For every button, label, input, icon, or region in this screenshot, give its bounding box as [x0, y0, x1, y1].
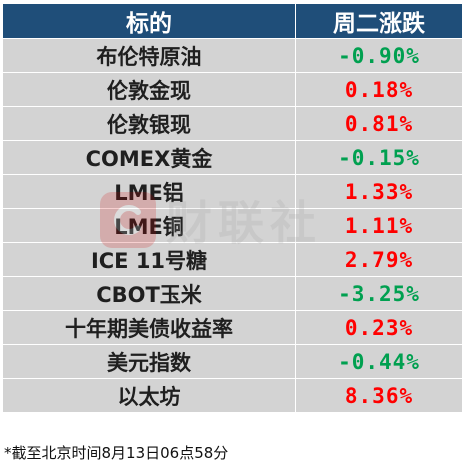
instrument-name: 以太坊	[2, 378, 296, 413]
change-value: -0.15%	[295, 140, 463, 175]
instrument-name: COMEX黄金	[2, 140, 296, 175]
footnote: *截至北京时间8月13日06点58分	[4, 444, 229, 462]
table-row: 伦敦金现 0.18%	[2, 72, 463, 107]
header-row: 标的 周二涨跌	[2, 3, 463, 39]
instrument-name: 美元指数	[2, 344, 296, 379]
table-row: 美元指数 -0.44%	[2, 344, 463, 379]
instrument-name: 布伦特原油	[2, 38, 296, 73]
table-header: 标的 周二涨跌	[2, 3, 463, 39]
table-row: LME铜 1.11%	[2, 208, 463, 243]
change-value: -0.44%	[295, 344, 463, 379]
table-row: COMEX黄金 -0.15%	[2, 140, 463, 175]
instrument-name: 十年期美债收益率	[2, 310, 296, 345]
change-value: 8.36%	[295, 378, 463, 413]
instrument-name: ICE 11号糖	[2, 242, 296, 277]
change-value: -3.25%	[295, 276, 463, 311]
change-value: 1.33%	[295, 174, 463, 209]
instrument-name: LME铝	[2, 174, 296, 209]
header-instrument: 标的	[2, 3, 296, 39]
table-row: CBOT玉米 -3.25%	[2, 276, 463, 311]
instrument-name: 伦敦金现	[2, 72, 296, 107]
table-body: 布伦特原油 -0.90% 伦敦金现 0.18% 伦敦银现 0.81% COMEX…	[2, 38, 463, 413]
header-tuesday-change: 周二涨跌	[295, 3, 463, 39]
table-row: LME铝 1.33%	[2, 174, 463, 209]
instrument-name: LME铜	[2, 208, 296, 243]
instrument-name: CBOT玉米	[2, 276, 296, 311]
change-value: 2.79%	[295, 242, 463, 277]
change-value: 1.11%	[295, 208, 463, 243]
market-change-table: 标的 周二涨跌 布伦特原油 -0.90% 伦敦金现 0.18% 伦敦银现 0.8…	[2, 3, 463, 413]
instrument-name: 伦敦银现	[2, 106, 296, 141]
change-value: 0.23%	[295, 310, 463, 345]
table-row: 伦敦银现 0.81%	[2, 106, 463, 141]
table-row: 布伦特原油 -0.90%	[2, 38, 463, 73]
change-value: 0.18%	[295, 72, 463, 107]
table-row: 十年期美债收益率 0.23%	[2, 310, 463, 345]
table-row: ICE 11号糖 2.79%	[2, 242, 463, 277]
change-value: -0.90%	[295, 38, 463, 73]
change-value: 0.81%	[295, 106, 463, 141]
table-row: 以太坊 8.36%	[2, 378, 463, 413]
